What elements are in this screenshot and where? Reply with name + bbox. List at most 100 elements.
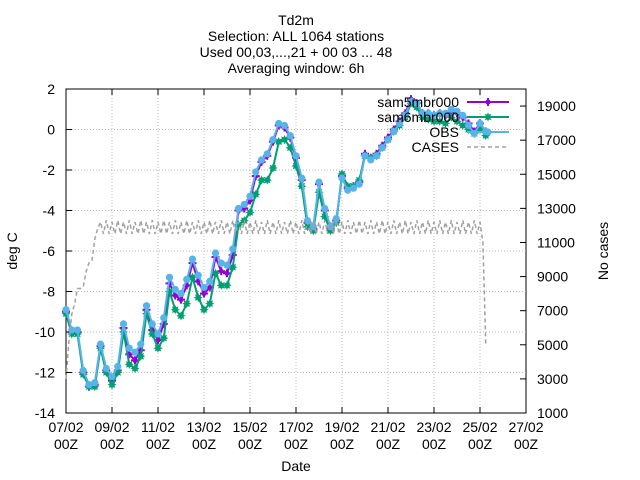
title-line-2: Selection: ALL 1064 stations xyxy=(208,28,384,44)
data-point xyxy=(447,105,455,113)
data-point xyxy=(136,351,146,361)
data-point xyxy=(124,359,134,369)
data-point xyxy=(436,109,444,117)
data-point-c xyxy=(173,293,178,298)
y2-tick-label: 3000 xyxy=(537,371,568,387)
x-tick-label-time: 00Z xyxy=(146,436,171,452)
data-point xyxy=(292,152,300,160)
data-point xyxy=(223,269,231,278)
data-point-c xyxy=(184,283,189,288)
data-point xyxy=(73,326,82,334)
x-tick-label-time: 00Z xyxy=(468,436,493,452)
data-point xyxy=(275,119,283,128)
data-point xyxy=(446,112,456,122)
data-point xyxy=(279,135,290,145)
data-point xyxy=(245,207,255,218)
data-point xyxy=(252,168,260,176)
y2-tick-label: 5000 xyxy=(537,337,568,353)
x-tick-label: 23/02 xyxy=(416,419,451,435)
y-tick-label: -2 xyxy=(43,162,56,178)
data-point xyxy=(165,273,174,281)
data-point xyxy=(102,364,110,373)
x-tick-label-time: 00Z xyxy=(54,436,79,452)
data-point xyxy=(338,174,346,182)
data-point xyxy=(91,379,99,387)
x-tick-label: 25/02 xyxy=(462,419,497,435)
data-point xyxy=(476,119,484,128)
x-tick-label: 27/02 xyxy=(508,419,543,435)
y2-axis: 19000 17000 15000 13000 11000 9000 7000 5000 300… xyxy=(520,98,576,421)
data-point xyxy=(268,163,278,173)
data-point-c xyxy=(156,338,160,343)
chart-title: Td2m Selection: ALL 1064 stations Used 0… xyxy=(200,12,393,76)
data-point xyxy=(79,366,87,375)
data-point xyxy=(315,178,323,186)
y2-tick-label: 9000 xyxy=(537,269,568,285)
legend-marker xyxy=(484,128,492,136)
data-point xyxy=(430,111,438,119)
data-point xyxy=(453,107,461,115)
data-point xyxy=(234,204,243,213)
data-point-c xyxy=(219,269,224,274)
data-point xyxy=(361,152,369,160)
y-tick-label: 0 xyxy=(47,122,55,138)
data-point xyxy=(200,283,208,292)
data-point xyxy=(321,204,329,213)
y2-tick-label: 17000 xyxy=(537,132,576,148)
data-point xyxy=(147,329,157,339)
data-point xyxy=(154,330,162,338)
data-point xyxy=(458,120,468,130)
data-point xyxy=(372,152,381,160)
data-point xyxy=(206,277,214,285)
data-point xyxy=(440,118,451,128)
legend-marker xyxy=(484,98,492,106)
y-tick-label: -14 xyxy=(35,405,55,421)
data-point xyxy=(137,340,145,348)
data-point xyxy=(217,267,226,276)
legend-label: OBS xyxy=(429,124,459,140)
data-point xyxy=(464,121,473,130)
data-point xyxy=(262,175,272,185)
x-tick-label-time: 00Z xyxy=(376,436,401,452)
data-point xyxy=(459,111,467,119)
series-layer xyxy=(61,95,491,392)
data-point xyxy=(193,293,203,303)
y-tick-label: 2 xyxy=(47,81,55,97)
data-point xyxy=(107,380,117,390)
x-tick-label: 17/02 xyxy=(278,419,313,435)
title-line-4: Averaging window: 6h xyxy=(228,60,365,76)
data-point-c xyxy=(202,291,206,296)
data-point xyxy=(390,127,398,136)
data-point xyxy=(303,217,312,225)
data-point xyxy=(183,275,191,283)
y2-tick-label: 11000 xyxy=(537,234,575,250)
data-point xyxy=(424,109,432,117)
data-point xyxy=(401,111,409,119)
data-point-c xyxy=(190,261,195,266)
data-point xyxy=(171,285,179,294)
data-point-c xyxy=(207,285,212,290)
series-line xyxy=(65,219,487,379)
data-point xyxy=(194,271,202,279)
data-point xyxy=(355,180,363,188)
x-tick-label: 09/02 xyxy=(94,419,129,435)
data-point xyxy=(130,363,140,374)
x-tick-label: 19/02 xyxy=(324,419,359,435)
data-point xyxy=(229,245,237,253)
data-point xyxy=(153,343,163,353)
data-point-c xyxy=(179,297,183,302)
data-point xyxy=(256,175,267,185)
data-point xyxy=(384,136,392,144)
data-point xyxy=(217,259,225,267)
data-point xyxy=(108,372,116,381)
y2-tick-label: 13000 xyxy=(537,200,576,216)
data-point xyxy=(159,333,169,343)
data-point-c xyxy=(225,271,229,276)
data-point xyxy=(452,116,462,126)
x-tick-label-time: 00Z xyxy=(192,436,217,452)
data-point xyxy=(188,255,197,263)
x-tick-label-time: 00Z xyxy=(284,436,309,452)
data-point-c xyxy=(161,321,166,326)
